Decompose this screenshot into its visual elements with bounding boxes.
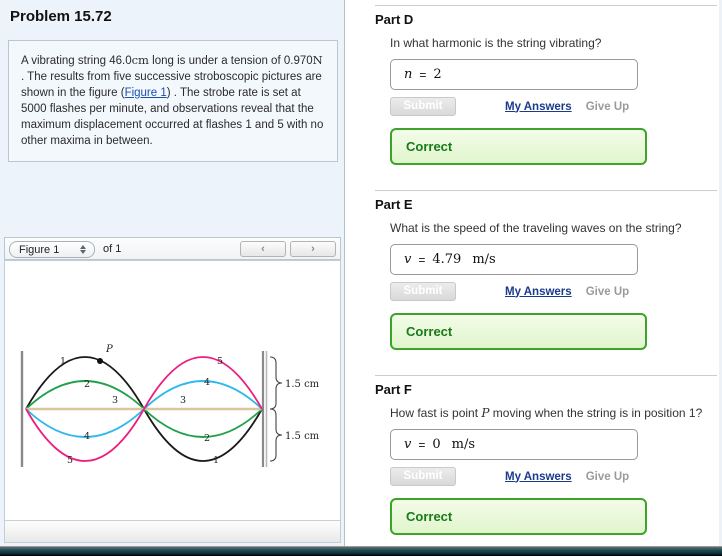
submit-button[interactable]: Submit — [390, 97, 456, 116]
problem-text: long is under a tension of 0.970 — [148, 55, 313, 67]
svg-text:P: P — [105, 344, 113, 355]
svg-text:2: 2 — [84, 379, 90, 390]
stepper-icon — [78, 245, 87, 254]
answer-unit: m/s — [472, 252, 496, 267]
svg-text:1: 1 — [60, 356, 66, 367]
window-edge — [719, 0, 722, 546]
part-f-heading: Part F — [375, 382, 412, 397]
window-bottom-bar — [0, 546, 722, 556]
answer-value: 0 — [432, 437, 441, 452]
answer-input-n[interactable]: n = 2 — [390, 59, 638, 90]
part-f-section: Part F How fast is point P moving when t… — [375, 375, 717, 560]
part-d-question: In what harmonic is the string vibrating… — [390, 36, 717, 51]
give-up-link[interactable]: Give Up — [585, 285, 630, 298]
answer-input-v-speed[interactable]: v = 4.79 m/s — [390, 244, 638, 275]
unit-cm: cm — [131, 53, 149, 67]
part-e-question: What is the speed of the traveling waves… — [390, 221, 717, 236]
svg-text:4: 4 — [204, 377, 210, 388]
correct-label: Correct — [406, 324, 453, 339]
previous-figure-button[interactable]: ‹ — [240, 241, 286, 257]
next-figure-button[interactable]: › — [290, 241, 336, 257]
problem-text: A vibrating string 46.0 — [21, 55, 132, 67]
correct-feedback: Correct — [390, 313, 647, 350]
figure-canvas: 1 1 2 2 3 3 4 4 5 5 P 1.5 cm 1.5 cm — [5, 261, 340, 520]
answer-value: 2 — [433, 67, 442, 82]
figure-1-link[interactable]: Figure 1 — [124, 87, 167, 100]
submit-row: Submit My Answers Give Up — [390, 97, 717, 116]
unit-N: N — [312, 53, 323, 67]
problem-panel: Problem 15.72 A vibrating string 46.0cm … — [0, 0, 345, 546]
submit-button[interactable]: Submit — [390, 282, 456, 301]
chevron-left-icon: ‹ — [261, 243, 265, 255]
submit-row: Submit My Answers Give Up — [390, 467, 717, 486]
correct-label: Correct — [406, 139, 453, 154]
my-answers-link[interactable]: My Answers — [505, 285, 572, 298]
figure-footer-bar — [5, 520, 340, 542]
svg-text:1: 1 — [213, 455, 219, 466]
equals-sign: = — [418, 437, 426, 452]
part-d-heading: Part D — [375, 12, 414, 27]
part-f-question: How fast is point P moving when the stri… — [390, 406, 717, 421]
answer-variable: v — [404, 252, 412, 267]
svg-text:2: 2 — [204, 433, 210, 444]
svg-text:3: 3 — [112, 395, 118, 406]
my-answers-link[interactable]: My Answers — [505, 100, 572, 113]
figure-count-label: of 1 — [103, 243, 122, 255]
part-e-heading: Part E — [375, 197, 413, 212]
correct-label: Correct — [406, 509, 453, 524]
equals-sign: = — [418, 252, 426, 267]
svg-text:1.5 cm: 1.5 cm — [285, 431, 320, 442]
question-text: moving when the string is in position 1? — [489, 406, 703, 420]
figure-panel: 1 1 2 2 3 3 4 4 5 5 P 1.5 cm 1.5 cm — [4, 260, 341, 543]
figure-toolbar: Figure 1 of 1 ‹ › — [4, 237, 341, 260]
question-text: What is the speed of the traveling waves… — [390, 221, 682, 235]
answer-variable: v — [404, 437, 412, 452]
chevron-right-icon: › — [311, 243, 315, 255]
give-up-link[interactable]: Give Up — [585, 100, 630, 113]
figure-select[interactable]: Figure 1 — [9, 241, 95, 258]
question-text: In what harmonic is the string vibrating… — [390, 36, 602, 50]
submit-button[interactable]: Submit — [390, 467, 456, 486]
svg-text:5: 5 — [217, 356, 223, 367]
give-up-link[interactable]: Give Up — [585, 470, 630, 483]
svg-text:4: 4 — [84, 431, 90, 442]
problem-text: . The results from five successive strob… — [21, 71, 322, 100]
svg-text:3: 3 — [180, 395, 186, 406]
answer-value: 4.79 — [432, 252, 462, 267]
svg-text:1.5 cm: 1.5 cm — [285, 379, 320, 390]
figure-select-value: Figure 1 — [19, 243, 60, 256]
part-d-section: Part D In what harmonic is the string vi… — [375, 5, 717, 190]
correct-feedback: Correct — [390, 128, 647, 165]
answer-unit: m/s — [451, 437, 476, 452]
answer-input-v-point[interactable]: v = 0 m/s — [390, 429, 638, 460]
correct-feedback: Correct — [390, 498, 647, 535]
svg-text:5: 5 — [67, 455, 73, 466]
my-answers-link[interactable]: My Answers — [505, 470, 572, 483]
page-title: Problem 15.72 — [10, 8, 112, 25]
answer-variable: n — [404, 67, 413, 82]
part-e-section: Part E What is the speed of the travelin… — [375, 190, 717, 375]
question-variable: P — [481, 406, 490, 420]
answers-panel: Part D In what harmonic is the string vi… — [346, 0, 722, 546]
equals-sign: = — [419, 67, 427, 82]
problem-text: ) . The strobe rate is set at 5000 flash… — [21, 87, 324, 148]
submit-row: Submit My Answers Give Up — [390, 282, 717, 301]
problem-statement: A vibrating string 46.0cm long is under … — [8, 40, 338, 162]
question-text: How fast is point — [390, 406, 482, 420]
